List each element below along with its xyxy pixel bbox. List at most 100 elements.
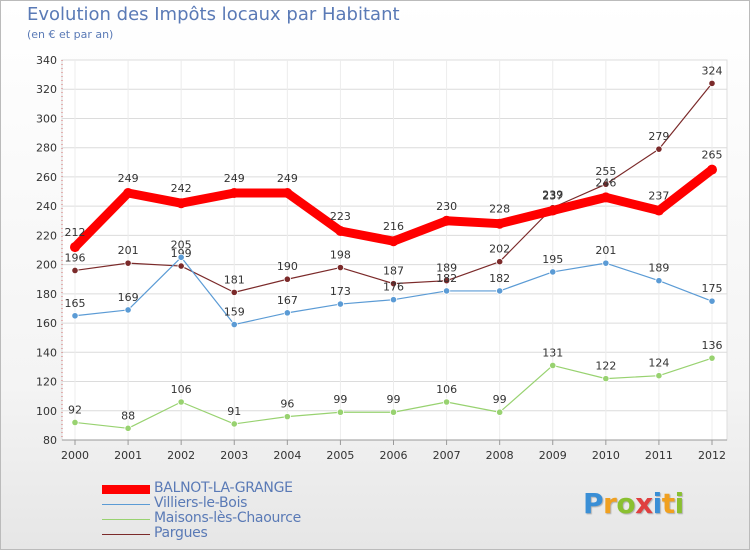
data-point [176,198,187,209]
data-point [655,277,663,285]
data-label: 201 [595,244,616,257]
data-point [230,320,238,329]
data-label: 198 [330,249,351,262]
data-label: 182 [489,272,510,285]
data-point [653,205,664,216]
data-point [230,288,238,296]
data-label: 159 [224,306,245,319]
y-tick-label: 300 [36,112,57,125]
data-label: 136 [702,339,723,352]
data-point [230,420,238,428]
data-label: 202 [489,243,510,256]
y-tick-label: 280 [36,142,57,155]
data-point [389,280,398,288]
legend-swatch [102,485,150,494]
data-point [124,306,132,314]
data-label: 228 [489,203,510,216]
x-tick-label: 2009 [539,449,567,462]
data-point [442,287,451,295]
data-label: 195 [542,253,563,266]
data-label: 175 [702,282,723,295]
legend-label: Villiers-le-Bois [154,495,248,511]
data-point [708,79,716,87]
y-tick-label: 140 [36,346,57,359]
data-label: 182 [436,272,457,285]
data-point [708,297,716,305]
data-label: 249 [277,172,298,185]
x-tick-label: 2007 [433,449,461,462]
data-point [708,354,716,362]
data-point [389,296,398,304]
chart-title: Evolution des Impôts locaux par Habitant [27,4,400,25]
y-tick-label: 180 [36,288,57,301]
x-tick-label: 2000 [61,449,89,462]
x-tick-label: 2003 [220,449,248,462]
data-point [71,312,79,320]
data-point [283,309,291,317]
x-tick-label: 2002 [167,449,195,462]
data-point [602,375,610,383]
y-tick-label: 260 [36,171,57,184]
data-label: 237 [648,190,669,203]
data-label: 246 [595,176,616,189]
legend-swatch [102,504,150,505]
data-label: 122 [595,360,616,373]
data-label: 165 [65,297,86,310]
data-point [336,300,345,308]
y-tick-label: 100 [36,405,57,418]
data-label: 242 [171,182,192,195]
data-point [549,268,557,276]
data-point [124,424,132,432]
legend-label: Maisons-lès-Chaource [154,510,301,526]
data-label: 187 [383,265,404,278]
y-tick-label: 200 [36,259,57,272]
data-label: 201 [118,244,139,257]
data-label: 91 [227,405,241,418]
data-point [707,164,717,175]
x-tick-label: 2006 [380,449,408,462]
data-label: 92 [68,403,82,416]
data-label: 181 [224,273,245,286]
data-point [600,192,611,203]
legend-swatch [102,534,150,535]
data-label: 190 [277,260,298,273]
data-label: 99 [387,393,401,406]
data-point [442,398,451,406]
data-point [336,408,345,416]
data-point [496,408,504,416]
legend-label: Pargues [154,525,208,541]
x-tick-label: 2010 [592,449,620,462]
data-point [549,361,557,370]
data-point [70,242,80,253]
data-label: 205 [171,238,192,251]
data-point [547,205,558,216]
data-label: 212 [65,226,86,239]
data-label: 189 [436,262,457,275]
data-point [177,253,185,261]
data-point [335,226,346,236]
data-point [71,266,79,275]
y-tick-label: 80 [43,434,57,447]
data-label: 230 [436,200,457,213]
data-label: 237 [542,190,563,203]
data-point [282,188,293,198]
data-point [441,215,452,226]
chart-subtitle: (en € et par an) [27,28,114,41]
x-tick-label: 2011 [645,449,673,462]
x-tick-label: 2012 [698,449,726,462]
data-label: 216 [383,220,404,233]
proxiti-logo: Proxiti [583,487,684,520]
y-tick-label: 160 [36,317,57,330]
data-label: 239 [542,189,563,202]
data-point [123,188,134,198]
data-point [177,262,185,270]
x-tick-label: 2004 [273,449,301,462]
data-label: 176 [383,281,404,294]
data-point [283,275,291,283]
data-label: 99 [493,393,507,406]
data-label: 324 [702,64,723,77]
y-tick-label: 340 [36,54,57,67]
y-tick-label: 220 [36,229,57,242]
data-point [336,263,345,272]
